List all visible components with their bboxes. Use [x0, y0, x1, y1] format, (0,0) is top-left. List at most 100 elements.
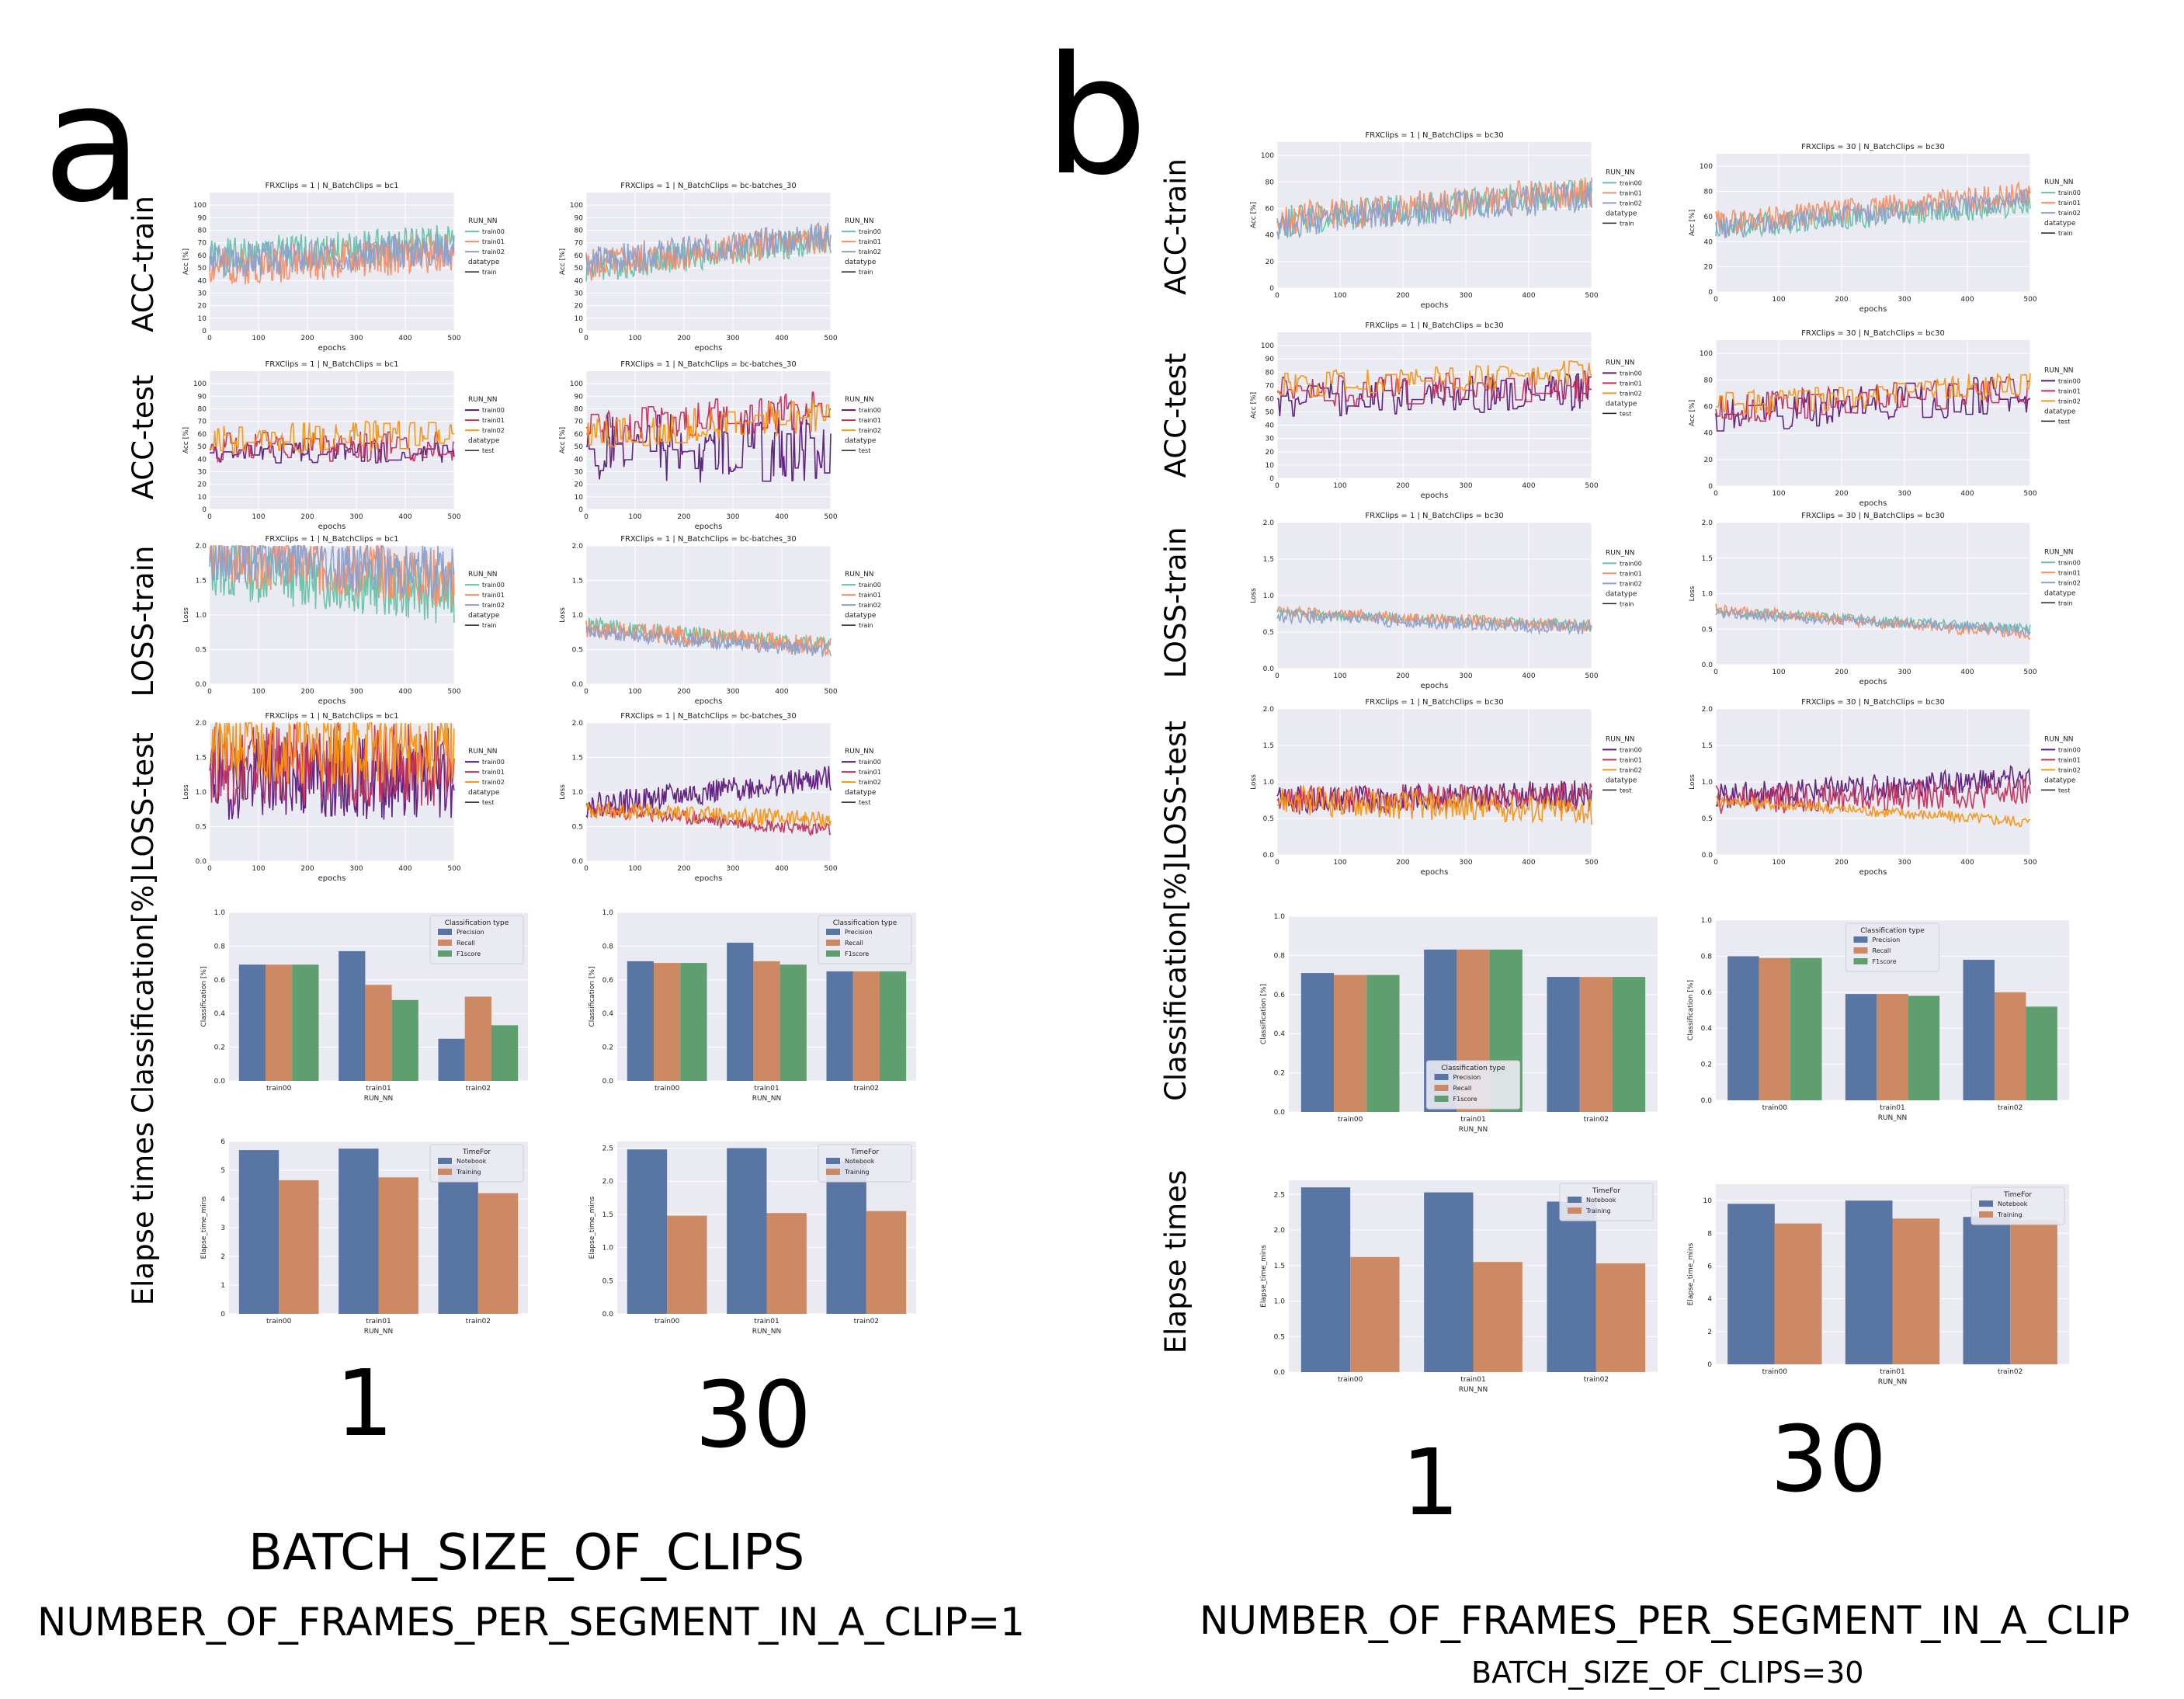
- legend-item-datatype: test: [859, 447, 870, 454]
- y-tick-label: 80: [575, 406, 584, 414]
- chart-a-class-30: 0.0 0.2 0.4 0.6 0.8 1.0 Classification [%] trai…: [589, 909, 916, 1103]
- bar-Recall-train01: [365, 985, 392, 1081]
- bar-Recall-train00: [1334, 975, 1367, 1112]
- y-tick-label: 0: [202, 506, 207, 514]
- legend-item-Training: Training: [456, 1169, 481, 1176]
- legend-box: [1845, 922, 1939, 972]
- x-tick-label: 0: [1714, 490, 1718, 498]
- series-line-train01: [1715, 777, 2031, 814]
- legend-subtitle: datatype: [468, 612, 500, 620]
- x-tick-label: 400: [1960, 490, 1974, 498]
- x-tick-label: 400: [1522, 859, 1535, 867]
- x-tick-label: train02: [854, 1085, 879, 1093]
- series-line-train00: [1715, 765, 2031, 808]
- chart-a-time-30: 0.0 0.5 1.0 1.5 2.0 2.5 Elapse_time_mins train0…: [589, 1141, 916, 1336]
- legend-swatch-Precision: [1434, 1074, 1449, 1080]
- x-tick-label: 400: [775, 688, 788, 696]
- bar-Notebook-train00: [238, 1150, 280, 1314]
- x-tick-label: 200: [300, 335, 314, 342]
- series-line-train01: [1715, 376, 2030, 422]
- x-tick-label: train02: [1584, 1376, 1609, 1384]
- x-tick-label: 300: [726, 513, 739, 521]
- row-label-classification-a: Classification[%]: [127, 874, 160, 1114]
- y-tick-label: 80: [198, 228, 207, 235]
- y-tick-label: 10: [198, 494, 207, 502]
- legend-subtitle: datatype: [468, 259, 500, 266]
- bar-Training-train01: [378, 1177, 418, 1314]
- y-tick-label: 0.4: [1701, 1025, 1713, 1033]
- bar-F1score-train01: [1908, 995, 1940, 1100]
- y-tick-label: 60: [1266, 205, 1275, 213]
- bar-Precision-train02: [438, 1038, 465, 1081]
- y-axis-label: Elapse_time_mins: [1687, 1242, 1695, 1305]
- legend-item-train00: train00: [859, 407, 881, 414]
- legend-item-train01: train01: [1620, 570, 1642, 577]
- y-axis-label: Loss: [1689, 774, 1696, 790]
- legend-subtitle: datatype: [845, 437, 877, 445]
- y-tick-label: 0.2: [1274, 1070, 1285, 1078]
- series-line-train00: [585, 766, 832, 819]
- x-tick-label: 500: [2023, 859, 2036, 867]
- y-tick-label: 0.0: [1263, 852, 1275, 860]
- legend-item-F1score: F1score: [457, 950, 481, 957]
- x-tick-label: 200: [300, 688, 314, 696]
- legend-item-Training: Training: [1585, 1207, 1611, 1214]
- bar-Precision-train01: [727, 943, 754, 1081]
- legend-swatch-Precision: [826, 929, 840, 935]
- legend-title: RUN_NN: [1606, 359, 1635, 367]
- y-tick-label: 60: [575, 431, 584, 439]
- legend-title: RUN_NN: [2044, 735, 2074, 743]
- x-axis-label: RUN_NN: [1459, 1126, 1488, 1134]
- x-tick-label: 500: [447, 688, 460, 696]
- y-tick-label: 50: [198, 265, 207, 273]
- series-line-train02: [209, 721, 455, 785]
- y-tick-label: 0.0: [572, 681, 584, 689]
- y-tick-label: 30: [198, 290, 207, 297]
- x-tick-label: 500: [1585, 482, 1598, 490]
- y-tick-label: 0.5: [572, 647, 583, 655]
- y-tick-label: 0.0: [196, 681, 207, 689]
- series-line-train01: [585, 803, 832, 837]
- y-axis-label: Elapse_time_mins: [1260, 1245, 1268, 1308]
- x-axis-label: RUN_NN: [1878, 1378, 1908, 1386]
- legend-item-Precision: Precision: [1873, 936, 1901, 943]
- x-tick-label: 400: [1960, 296, 1974, 304]
- legend-item-Training: Training: [844, 1169, 870, 1176]
- series-line-train02: [1715, 189, 2031, 238]
- column-value-a-1: 1: [335, 1350, 394, 1457]
- x-axis-label: epochs: [1859, 868, 1887, 877]
- bar-Recall-train00: [654, 963, 681, 1081]
- x-axis-label: epochs: [318, 697, 346, 706]
- legend-item-F1score: F1score: [845, 950, 869, 957]
- x-tick-label: 500: [824, 688, 837, 696]
- chart-b-time-1: 0.0 0.5 1.0 1.5 2.0 2.5 Elapse_time_mins train0…: [1260, 1180, 1658, 1394]
- legend-title: TimeFor: [850, 1148, 879, 1156]
- x-tick-label: 400: [775, 335, 788, 342]
- legend-title: RUN_NN: [845, 217, 874, 225]
- legend-item-train01: train01: [1620, 189, 1642, 196]
- y-tick-label: 1.5: [196, 578, 207, 585]
- x-tick-label: 400: [1522, 482, 1535, 490]
- legend-title: TimeFor: [2003, 1191, 2032, 1199]
- x-tick-label: 300: [1459, 482, 1472, 490]
- series-line-train01: [585, 620, 832, 657]
- y-tick-label: 0.0: [1702, 662, 1714, 669]
- legend-swatch-Training: [1979, 1211, 1993, 1218]
- legend-item-train00: train00: [2058, 189, 2081, 196]
- legend-subtitle: datatype: [468, 789, 500, 797]
- y-tick-label: 60: [1704, 214, 1714, 221]
- legend-subtitle: datatype: [2044, 220, 2076, 228]
- legend-title: Classification type: [1441, 1065, 1505, 1072]
- legend-title: RUN_NN: [468, 571, 498, 578]
- y-tick-label: 0.5: [602, 1277, 613, 1285]
- chart-a-loss-train-30: 0.0 0.5 1.0 1.5 2.0 0 100 200 300 400 500 FRXClips …: [559, 535, 881, 706]
- y-tick-label: 1.0: [1702, 591, 1714, 599]
- legend-item-train00: train00: [482, 228, 505, 235]
- x-tick-label: 300: [349, 335, 363, 342]
- x-tick-label: train01: [366, 1318, 391, 1325]
- chart-a-acc-test-1: 0 10 20 30 40 50 60 70 80 90 100 0 100 200 300 400 500 FR…: [182, 360, 505, 531]
- legend-item-train00: train00: [859, 759, 881, 766]
- x-axis-label: epochs: [318, 523, 346, 531]
- bar-Recall-train02: [1579, 977, 1613, 1112]
- chart-b-acc-train-1: 0 20 40 60 80 100 0 100 200 300 400 500 FRXClips = 1…: [1250, 131, 1642, 310]
